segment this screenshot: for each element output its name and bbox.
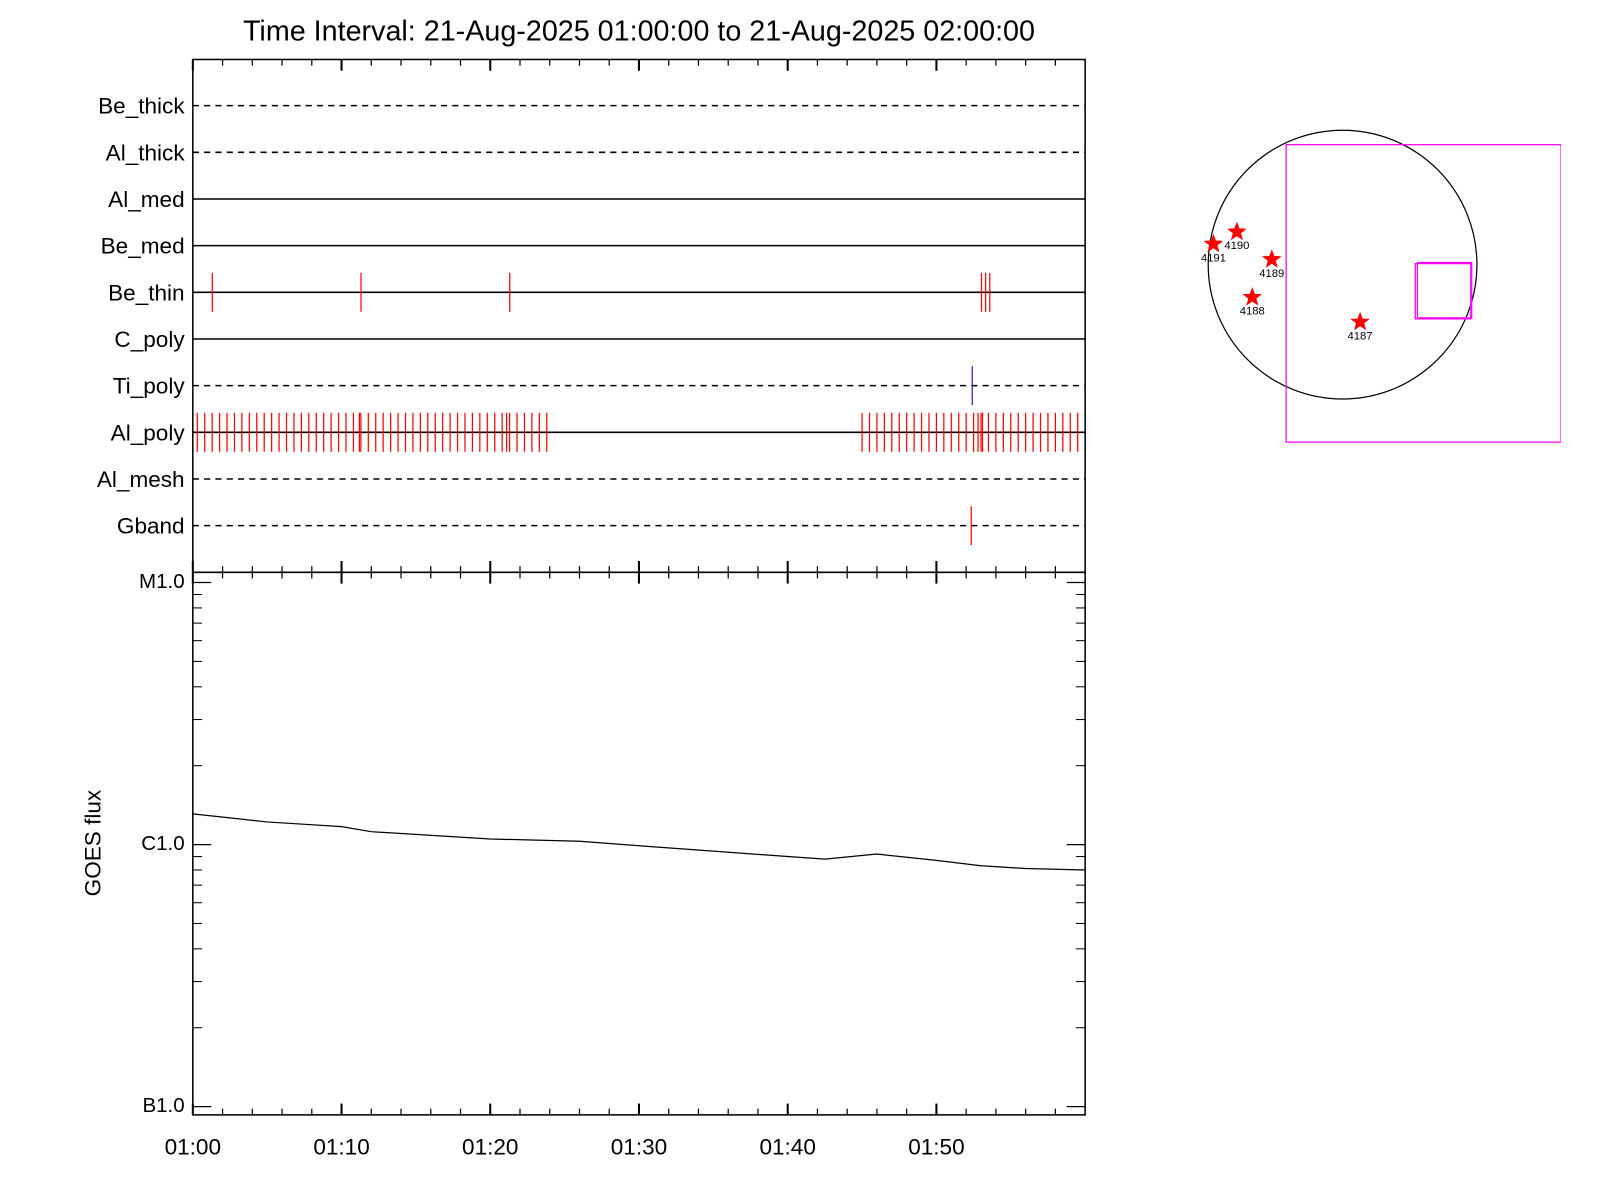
row-label: Be_thick bbox=[98, 94, 185, 119]
solar-limb bbox=[1207, 129, 1478, 400]
active-region bbox=[1350, 311, 1370, 331]
y-tick-label: M1.0 bbox=[139, 570, 185, 593]
row-label: Al_mesh bbox=[97, 467, 185, 492]
goes-line bbox=[192, 813, 1086, 871]
active-region-label: 4188 bbox=[1240, 306, 1265, 318]
y-tick-label: C1.0 bbox=[141, 832, 184, 855]
row-label: Gband bbox=[117, 514, 185, 539]
y-tick-label: B1.0 bbox=[142, 1094, 184, 1117]
active-region bbox=[1227, 221, 1247, 241]
y-axis-label: GOES flux bbox=[80, 789, 105, 896]
row-label: C_poly bbox=[114, 327, 185, 352]
row-label: Be_thin bbox=[108, 280, 184, 305]
x-tick-label: 01:40 bbox=[759, 1135, 815, 1160]
active-region bbox=[1242, 287, 1263, 306]
row-label: Al_poly bbox=[111, 420, 186, 445]
fov-box bbox=[1285, 144, 1562, 443]
active-region-label: 4191 bbox=[1201, 252, 1226, 264]
chart-title: Time Interval: 21-Aug-2025 01:00:00 to 2… bbox=[243, 15, 1035, 47]
fov-box bbox=[1414, 263, 1472, 320]
x-tick-label: 01:20 bbox=[462, 1135, 518, 1160]
x-tick-label: 01:00 bbox=[165, 1135, 221, 1160]
active-region bbox=[1261, 249, 1282, 268]
row-label: Al_thick bbox=[106, 140, 186, 165]
x-tick-label: 01:50 bbox=[908, 1135, 964, 1160]
x-tick-label: 01:10 bbox=[313, 1135, 369, 1160]
row-label: Al_med bbox=[108, 187, 184, 212]
active-region bbox=[1203, 233, 1224, 253]
row-label: Ti_poly bbox=[113, 374, 186, 399]
active-region-label: 4189 bbox=[1259, 268, 1284, 280]
fov-box bbox=[1416, 261, 1473, 319]
row-label: Be_med bbox=[101, 234, 185, 259]
active-region-label: 4187 bbox=[1348, 330, 1373, 342]
x-tick-label: 01:30 bbox=[611, 1135, 667, 1160]
active-region-label: 4190 bbox=[1224, 240, 1249, 252]
